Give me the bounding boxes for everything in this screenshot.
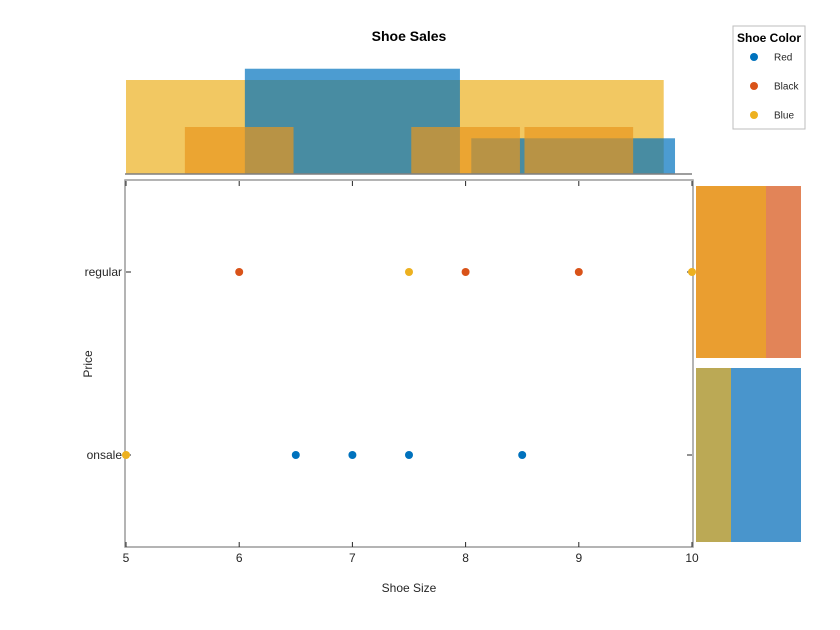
legend-title: Shoe Color xyxy=(737,31,801,45)
point-black-2 xyxy=(574,268,583,276)
legend-marker-blue xyxy=(750,111,758,119)
point-blue-0 xyxy=(405,268,413,276)
point-red-1 xyxy=(348,451,357,459)
legend-marker-black xyxy=(750,82,758,90)
scatter-points xyxy=(122,268,696,459)
x-tick-label-10: 10 xyxy=(685,551,699,565)
top-hist-bar-black-2 xyxy=(524,127,634,174)
y-axis-label: Price xyxy=(81,350,95,378)
y-tick-label-regular: regular xyxy=(85,265,122,279)
plot-area xyxy=(124,179,694,548)
point-red-2 xyxy=(405,451,413,459)
point-red-0 xyxy=(291,451,300,459)
point-black-1 xyxy=(461,268,470,276)
x-axis-ticks: 5 6 7 8 9 10 xyxy=(123,181,699,565)
point-black-0 xyxy=(235,268,244,276)
right-bar-onsale-blue xyxy=(696,368,731,542)
right-bar-regular-blue xyxy=(696,186,766,358)
x-tick-label-5: 5 xyxy=(123,551,130,565)
top-hist-bar-black-1 xyxy=(411,127,520,174)
x-axis-label: Shoe Size xyxy=(382,581,437,595)
legend-marker-red xyxy=(750,53,758,61)
top-hist-bar-black-0 xyxy=(184,127,294,174)
x-tick-label-6: 6 xyxy=(236,551,243,565)
point-blue-1 xyxy=(688,268,696,276)
x-tick-label-7: 7 xyxy=(349,551,356,565)
point-red-3 xyxy=(518,451,527,459)
top-marginal-histogram xyxy=(126,68,676,174)
right-bar-onsale-red xyxy=(731,368,801,542)
legend-items: Red Black Blue xyxy=(750,53,799,122)
y-axis-ticks: regular onsale xyxy=(85,265,692,462)
legend-box xyxy=(732,25,806,130)
right-marginal-bars xyxy=(696,186,801,542)
legend-label-red: Red xyxy=(774,53,792,64)
legend-label-blue: Blue xyxy=(774,111,794,122)
x-tick-label-9: 9 xyxy=(575,551,582,565)
x-tick-label-8: 8 xyxy=(462,551,469,565)
legend: Shoe Color Red Black Blue xyxy=(732,25,806,130)
right-bar-regular-black xyxy=(766,186,801,358)
y-tick-label-onsale: onsale xyxy=(87,448,123,462)
legend-label-black: Black xyxy=(774,82,799,93)
chart-title: Shoe Sales xyxy=(372,28,447,44)
point-blue-2 xyxy=(122,451,130,459)
